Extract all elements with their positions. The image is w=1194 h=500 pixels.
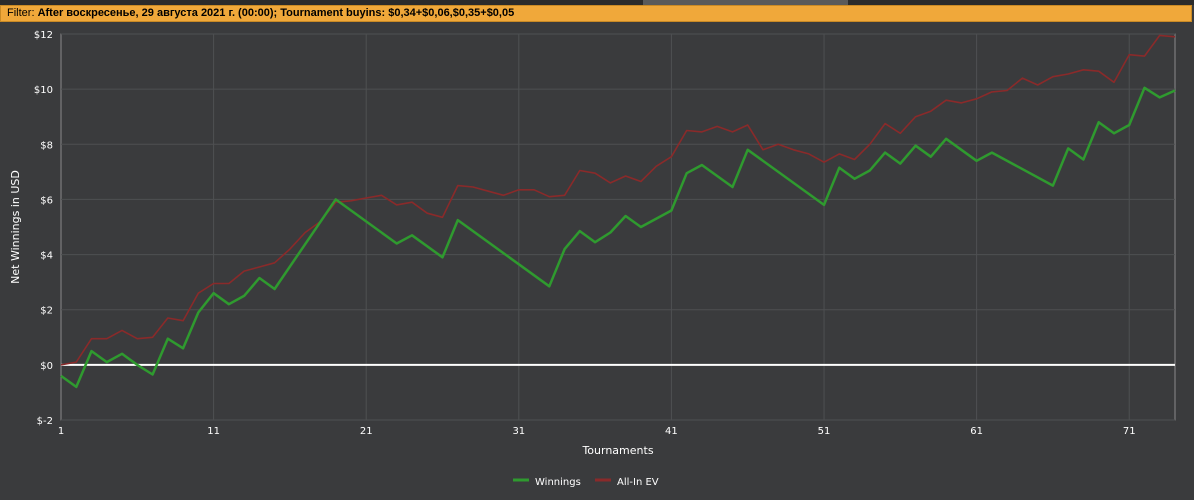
y-tick-label: $6 bbox=[40, 195, 53, 206]
x-tick-label: 61 bbox=[970, 426, 983, 437]
filter-text: After воскресенье, 29 августа 2021 г. (0… bbox=[37, 7, 515, 19]
y-tick-label: $-2 bbox=[37, 416, 53, 427]
y-tick-label: $8 bbox=[40, 140, 53, 151]
series-lines bbox=[60, 34, 1176, 389]
x-tick-label: 51 bbox=[818, 426, 831, 437]
filter-bar: Filter: After воскресенье, 29 августа 20… bbox=[0, 5, 1192, 22]
grid bbox=[61, 33, 1175, 421]
series-line-winnings bbox=[60, 86, 1176, 389]
legend-label: Winnings bbox=[535, 477, 581, 488]
y-tick-label: $4 bbox=[40, 251, 53, 262]
top-tab-indicator bbox=[643, 0, 848, 5]
x-tick-label: 31 bbox=[512, 426, 525, 437]
x-tick-label: 11 bbox=[207, 426, 220, 437]
filter-label: Filter: bbox=[7, 7, 35, 19]
x-tick-label: 21 bbox=[360, 426, 373, 437]
y-tick-label: $12 bbox=[34, 30, 53, 41]
plot-area bbox=[60, 33, 1176, 421]
y-tick-label: $0 bbox=[40, 361, 53, 372]
x-tick-label: 71 bbox=[1123, 426, 1136, 437]
x-axis-label: Tournaments bbox=[581, 444, 653, 457]
x-tick-label: 41 bbox=[665, 426, 678, 437]
tick-labels: $-2$0$2$4$6$8$10$121 11 21 31 41 51 61 71 bbox=[34, 30, 1136, 437]
y-tick-label: $10 bbox=[34, 85, 53, 96]
top-strip bbox=[0, 0, 1194, 5]
series-line-all-in-ev bbox=[60, 34, 1176, 366]
y-axis-label: Net Winnings in USD bbox=[9, 170, 22, 284]
x-tick-label: 1 bbox=[58, 426, 64, 437]
y-tick-label: $2 bbox=[40, 306, 53, 317]
legend: Winnings All-In EV bbox=[513, 477, 659, 488]
legend-label: All-In EV bbox=[617, 477, 659, 488]
